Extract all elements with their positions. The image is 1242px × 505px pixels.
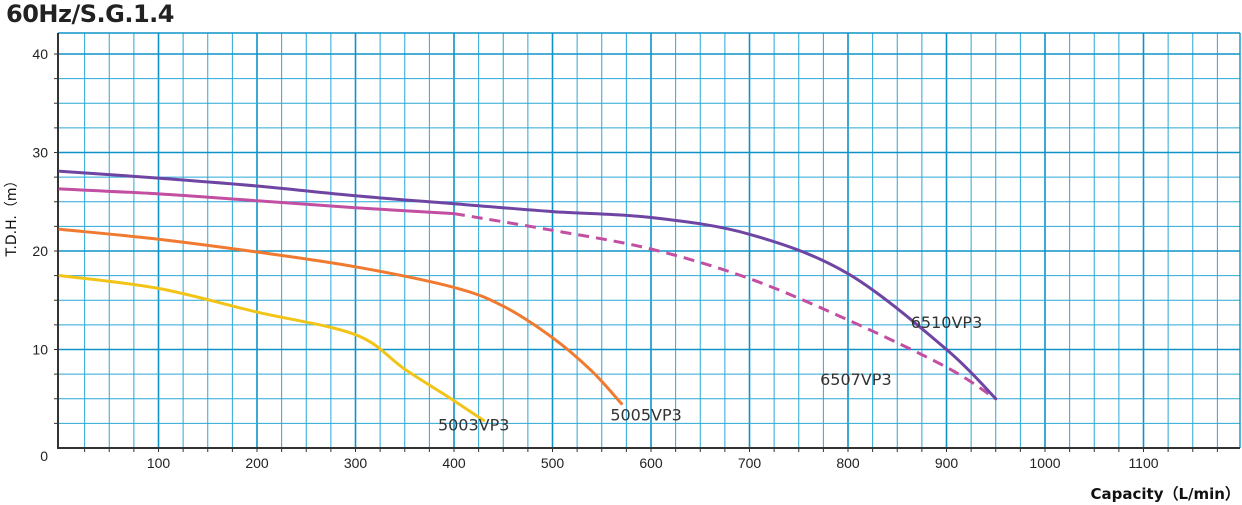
x-tick-label: 700 bbox=[738, 455, 762, 471]
x-axis-title: Capacity（L/min） bbox=[1091, 485, 1240, 503]
x-tick-label: 1100 bbox=[1128, 455, 1158, 471]
series-label-6507vp3: 6507VP3 bbox=[820, 370, 892, 389]
x-tick-label: 100 bbox=[147, 455, 171, 471]
series-line-5005vp3 bbox=[58, 227, 623, 406]
series-label-5005vp3: 5005VP3 bbox=[610, 405, 682, 424]
series-label-5003vp3: 5003VP3 bbox=[438, 415, 510, 434]
x-tick-label: 500 bbox=[541, 455, 565, 471]
series-label-6510vp3: 6510VP3 bbox=[911, 313, 983, 332]
grid bbox=[58, 32, 1241, 448]
chart-title: 60Hz/S.G.1.4 bbox=[6, 0, 174, 28]
x-tick-label: 200 bbox=[245, 455, 269, 471]
tick-labels: 100 200 300 400 500 600 700 800 900 1000 1100 0 10 20… bbox=[32, 46, 1158, 471]
y-tick-label: 20 bbox=[32, 243, 48, 259]
x-tick-label: 300 bbox=[344, 455, 368, 471]
x-tick-label: 1000 bbox=[1029, 455, 1060, 471]
series-line-6510vp3 bbox=[58, 169, 998, 401]
series-line-5003vp3 bbox=[58, 274, 486, 422]
x-tick-label: 600 bbox=[639, 455, 663, 471]
axes bbox=[54, 33, 1240, 452]
y-tick-label: 0 bbox=[40, 448, 48, 464]
x-tick-label: 800 bbox=[836, 455, 860, 471]
x-tick-label: 400 bbox=[442, 455, 466, 471]
y-tick-label: 30 bbox=[32, 145, 48, 161]
series-line-6507vp3-dashed bbox=[453, 212, 997, 401]
series-line-6507vp3 bbox=[58, 187, 456, 216]
series-labels: 5003VP3 5005VP3 6507VP3 6510VP3 bbox=[438, 313, 982, 434]
y-axis-title: T.D.H.（m） bbox=[4, 174, 20, 258]
series bbox=[58, 169, 998, 422]
y-tick-label: 10 bbox=[32, 342, 48, 358]
y-tick-label: 40 bbox=[32, 46, 48, 62]
x-tick-label: 900 bbox=[935, 455, 959, 471]
